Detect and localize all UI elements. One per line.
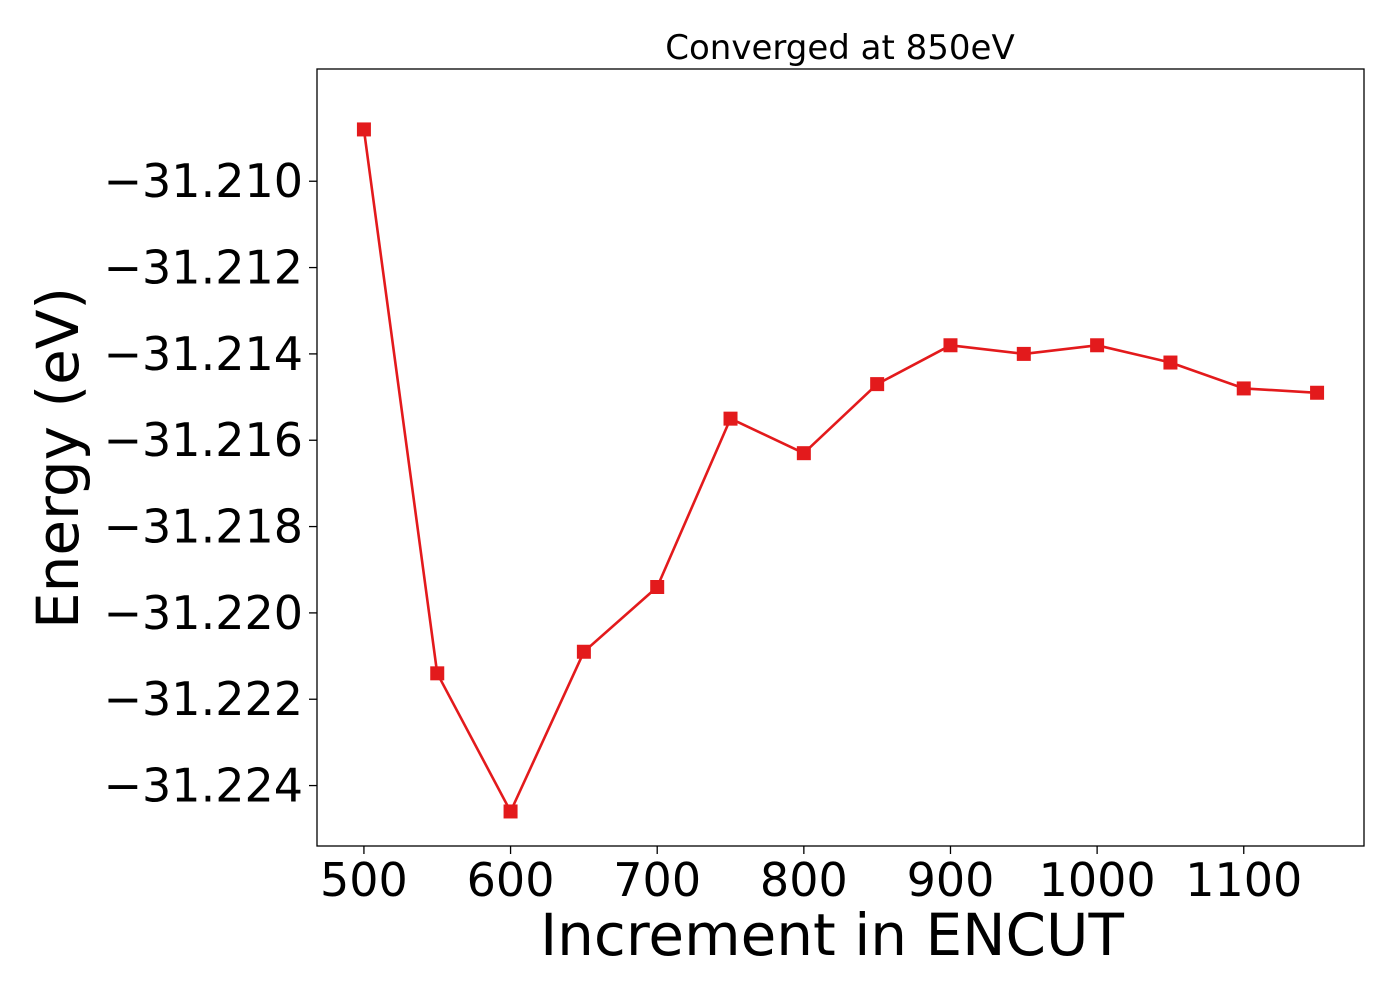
series-line [362, 129, 1318, 813]
data-point-marker [356, 122, 371, 137]
x-tick-label: 900 [907, 853, 995, 907]
data-point-marker [1163, 355, 1178, 370]
data-point-marker [576, 644, 591, 659]
data-point-marker [796, 446, 811, 461]
data-point-marker [650, 580, 665, 594]
x-tick-label: 1000 [1039, 853, 1156, 907]
x-axis-label: Increment in ENCUT [540, 901, 1124, 969]
series-layer [356, 122, 1325, 819]
data-point-marker [1090, 338, 1105, 353]
data-point-marker [430, 666, 445, 681]
x-tick-label: 700 [613, 853, 701, 907]
axis-ticks: 500 600 700 800 900 1000 1100 −31.210 −31.212 −31… [104, 154, 1303, 907]
y-tick-label: −31.220 [104, 586, 304, 640]
data-point-marker [723, 411, 738, 426]
y-axis-label: Energy (eV) [24, 287, 92, 629]
x-tick-label: 1100 [1185, 853, 1302, 907]
data-point-marker [943, 338, 958, 353]
data-point-marker [1236, 381, 1251, 396]
y-tick-label: −31.224 [104, 759, 304, 813]
plot-area-frame [316, 68, 1365, 847]
data-point-marker [870, 377, 885, 392]
y-tick-label: −31.222 [104, 672, 304, 726]
y-tick-label: −31.214 [104, 327, 304, 381]
x-tick-label: 600 [467, 853, 555, 907]
y-tick-label: −31.216 [104, 413, 304, 467]
data-point-marker [503, 804, 518, 819]
y-tick-label: −31.212 [104, 241, 304, 295]
chart-title: Converged at 850eV [665, 28, 1014, 68]
x-tick-label: 800 [760, 853, 848, 907]
y-tick-label: −31.218 [104, 500, 304, 554]
data-point-marker [1016, 346, 1031, 361]
x-tick-label: 500 [320, 853, 408, 907]
data-point-marker [1310, 385, 1325, 400]
y-tick-label: −31.210 [104, 154, 304, 208]
